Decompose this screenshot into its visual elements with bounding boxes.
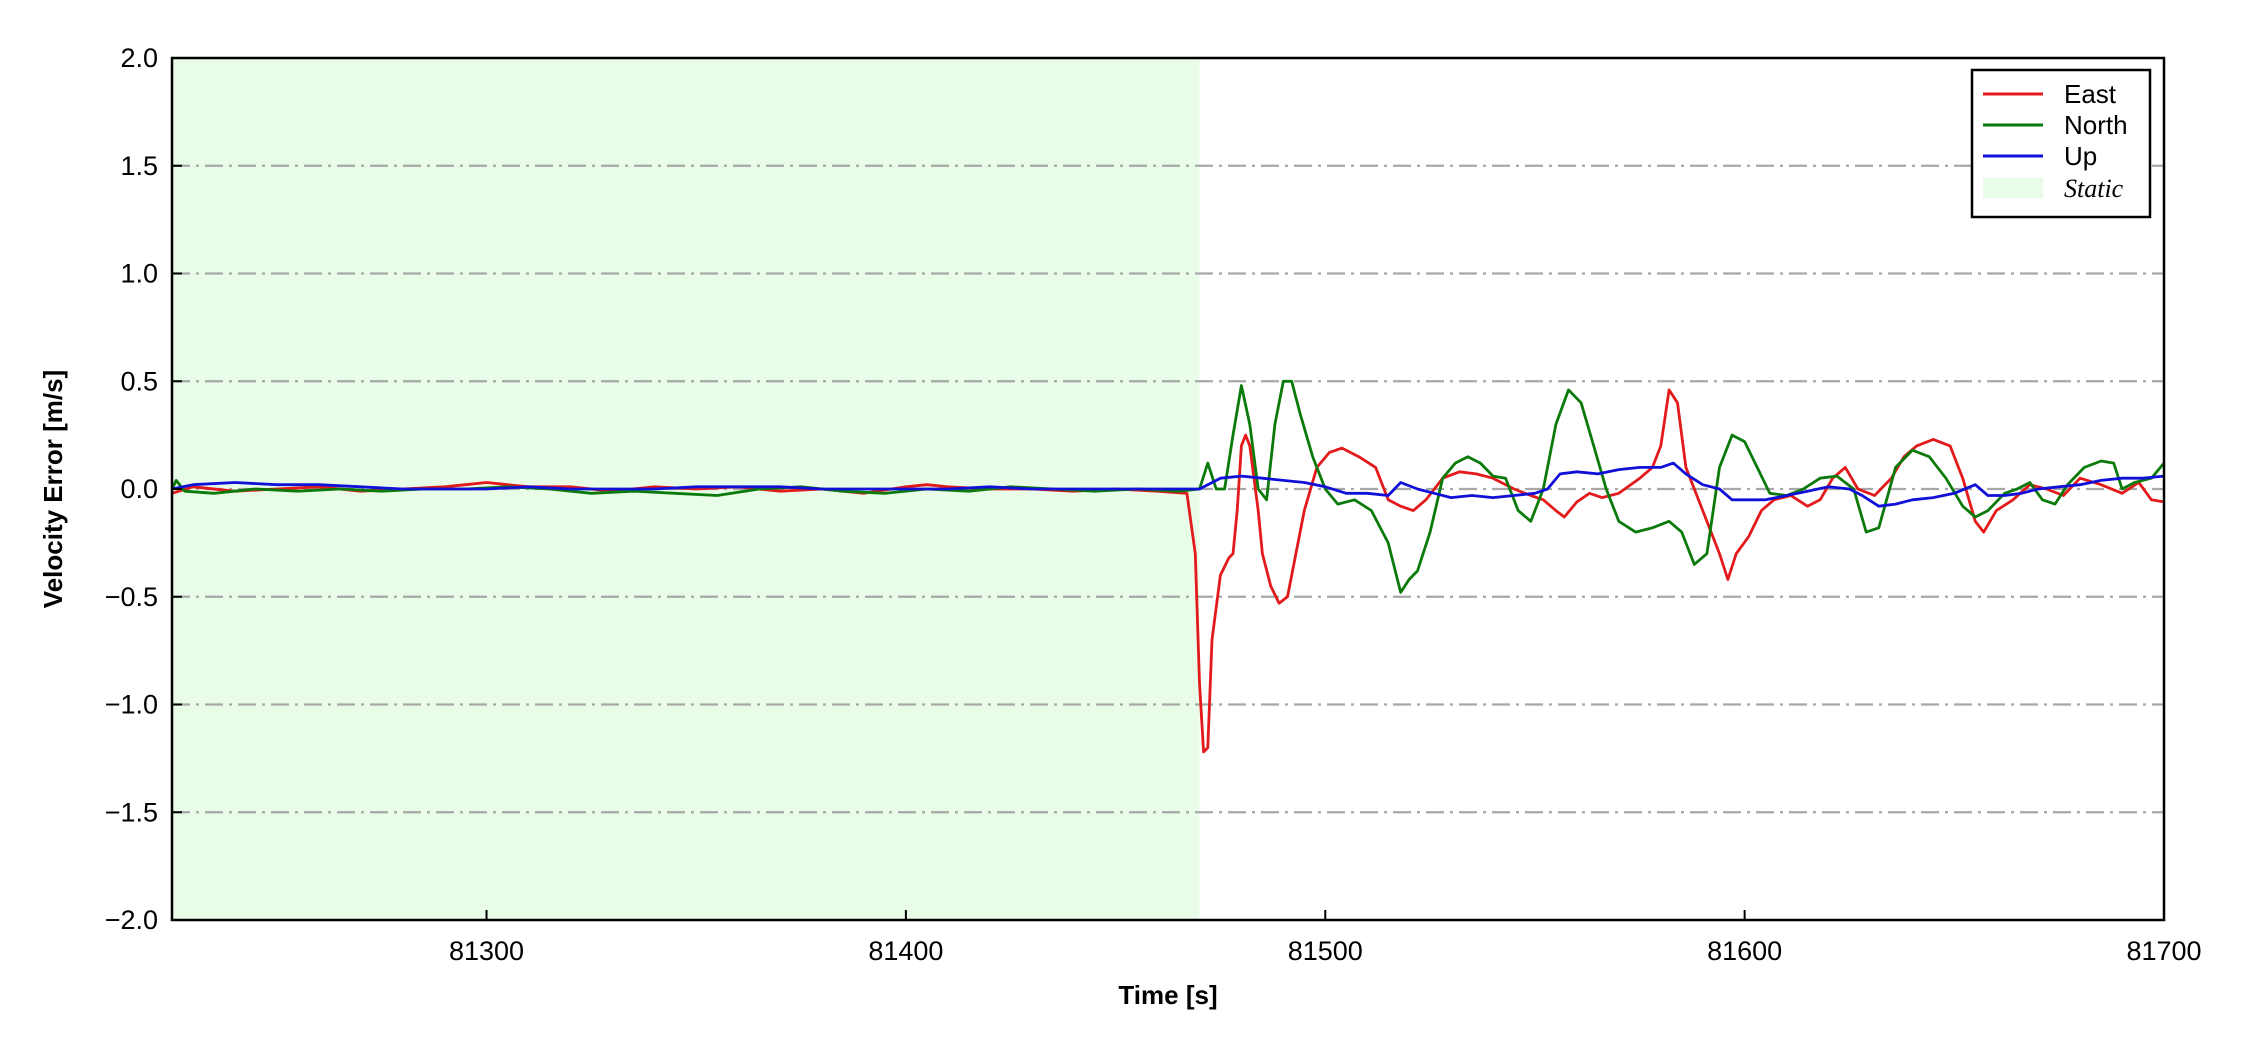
y-tick-label: 0.5 — [120, 366, 158, 396]
y-tick-label: 1.0 — [120, 259, 158, 289]
legend-swatch-static — [1983, 178, 2043, 198]
x-tick-label: 81600 — [1707, 936, 1782, 966]
x-tick-label: 81700 — [2126, 936, 2201, 966]
x-axis-ticks: 81300 81400 81500 81600 81700 — [449, 910, 2202, 966]
y-tick-label: −2.0 — [105, 905, 158, 935]
series-line-up — [171, 461, 2165, 508]
legend-label-north: North — [2064, 110, 2128, 140]
legend-label-east: East — [2064, 79, 2117, 109]
y-tick-label: −1.0 — [105, 690, 158, 720]
legend-label-up: Up — [2064, 141, 2097, 171]
y-tick-label: −0.5 — [105, 582, 158, 612]
legend-label-static: Static — [2064, 174, 2124, 203]
x-tick-label: 81400 — [868, 936, 943, 966]
y-tick-label: −1.5 — [105, 797, 158, 827]
x-tick-label: 81300 — [449, 936, 524, 966]
x-tick-label: 81500 — [1288, 936, 1363, 966]
y-axis-ticks: −2.0 −1.5 −1.0 −0.5 0.0 0.5 1.0 1.5 2.0 — [105, 43, 182, 935]
y-tick-label: 1.5 — [120, 151, 158, 181]
y-tick-label: 2.0 — [120, 43, 158, 73]
legend: East North Up Static — [1970, 68, 2152, 219]
y-axis-label: Velocity Error [m/s] — [38, 370, 68, 608]
y-tick-label: 0.0 — [120, 474, 158, 504]
series-lines — [170, 379, 2166, 754]
x-axis-label: Time [s] — [1118, 980, 1217, 1010]
